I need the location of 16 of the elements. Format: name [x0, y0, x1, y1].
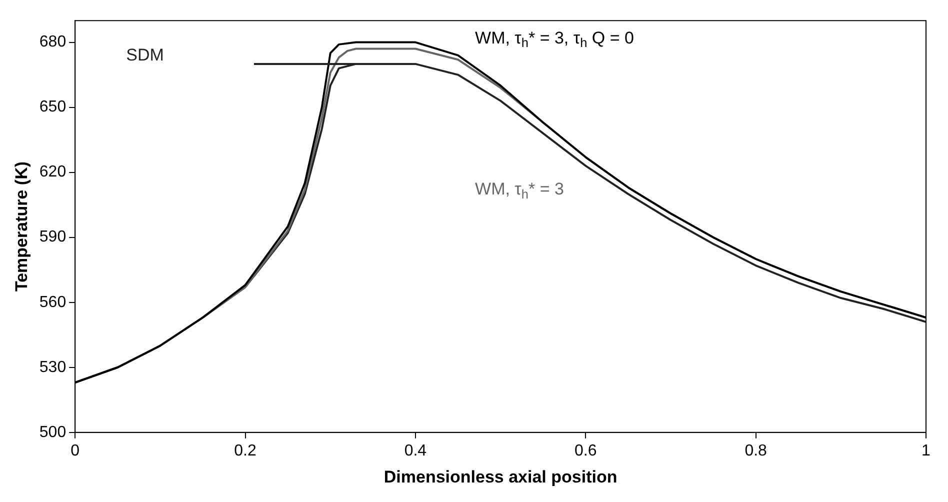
x-tick-label: 0.8	[744, 442, 768, 460]
y-tick-label: 560	[39, 294, 66, 311]
text: SDM	[126, 46, 164, 65]
y-tick-label: 620	[39, 164, 66, 181]
y-tick-label: 680	[39, 34, 66, 51]
x-tick-label: 0.4	[404, 442, 427, 460]
y-axis-title: Temperature (K)	[12, 161, 31, 292]
y-tick-label: 530	[39, 358, 66, 376]
y-tick-label: 500	[39, 424, 66, 441]
x-tick-label: 0.6	[574, 442, 597, 460]
x-axis-title: Dimensionless axial position	[384, 467, 618, 486]
x-tick-label: 1	[922, 442, 931, 460]
y-tick-label: 590	[39, 228, 66, 246]
x-tick-label: 0.2	[234, 442, 256, 460]
x-tick-label: 0	[70, 442, 80, 460]
y-tick-label: 650	[39, 98, 66, 116]
